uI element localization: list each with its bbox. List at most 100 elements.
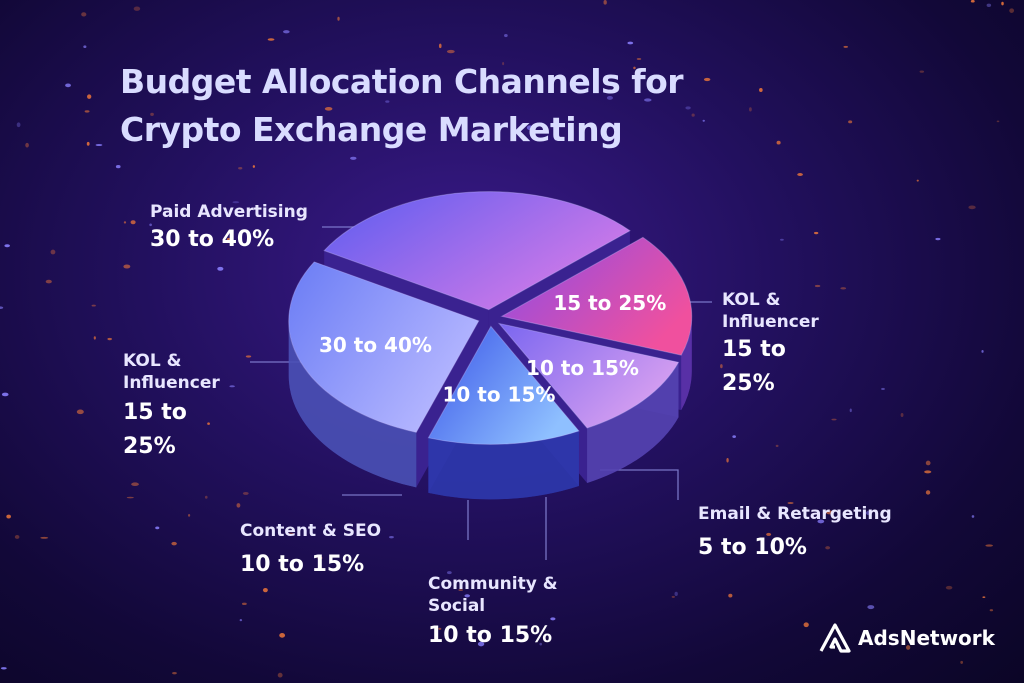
- spark: [502, 61, 505, 66]
- spark: [123, 221, 127, 224]
- leader-line-email: [600, 469, 679, 500]
- spark: [985, 544, 993, 547]
- spark: [603, 0, 607, 5]
- spark: [732, 435, 736, 438]
- spark: [155, 526, 160, 530]
- spark: [324, 107, 333, 111]
- spark: [691, 113, 695, 117]
- spark: [91, 304, 96, 307]
- spark: [996, 120, 1000, 123]
- spark: [150, 112, 154, 116]
- spark: [633, 66, 636, 70]
- spark: [317, 556, 323, 560]
- slice-outer-wall: [288, 320, 417, 488]
- slice-inner-label: 10 to 15%: [526, 356, 639, 380]
- spark: [797, 173, 803, 176]
- spark: [236, 503, 241, 508]
- spark: [916, 179, 919, 182]
- callout-kol-left: KOL & Influencer 15 to 25%: [123, 350, 243, 464]
- callout-kol-right: KOL & Influencer 15 to 25%: [722, 289, 842, 401]
- slice-top: [500, 236, 693, 356]
- slice-top: [427, 325, 580, 445]
- spark: [81, 12, 87, 17]
- spark: [217, 266, 224, 271]
- spark: [1001, 1, 1004, 6]
- spark: [171, 541, 177, 546]
- spark: [627, 41, 634, 45]
- spark: [840, 287, 847, 290]
- spark: [267, 38, 275, 41]
- spark: [232, 201, 240, 204]
- spark: [283, 30, 290, 34]
- brand-logo: AdsNetwork: [818, 621, 995, 655]
- spark: [84, 110, 90, 113]
- spark: [728, 593, 733, 598]
- spark: [0, 667, 7, 670]
- brand-name: AdsNetwork: [858, 626, 995, 650]
- spark: [504, 33, 508, 38]
- spark: [50, 249, 56, 255]
- spark: [685, 106, 691, 110]
- callout-email-retargeting: Email & Retargeting 5 to 10%: [698, 503, 892, 565]
- spark: [925, 490, 931, 495]
- slice-inner-label: 15 to 25%: [553, 291, 666, 315]
- callout-range: 5 to 10%: [698, 535, 807, 560]
- spark: [703, 77, 711, 82]
- spark: [968, 205, 976, 210]
- spark: [866, 510, 872, 516]
- callout-paid-advertising: Paid Advertising 30 to 40%: [150, 201, 308, 257]
- spark: [93, 336, 96, 340]
- spark: [188, 513, 191, 517]
- callout-range: 10 to 15%: [428, 623, 553, 648]
- spark: [971, 515, 975, 518]
- spark: [87, 94, 92, 99]
- spark: [749, 107, 752, 112]
- spark: [539, 642, 543, 646]
- slice-outer-wall: [428, 430, 579, 500]
- spark: [245, 355, 252, 358]
- callout-name: Paid Advertising: [150, 202, 308, 222]
- slice-outer-wall: [681, 316, 692, 411]
- spark: [242, 491, 249, 495]
- spark: [867, 605, 875, 610]
- spark: [766, 532, 772, 536]
- spark: [229, 385, 235, 388]
- spark: [337, 16, 340, 21]
- spark: [843, 45, 848, 48]
- spark: [86, 141, 90, 146]
- spark: [780, 238, 784, 241]
- spark: [226, 237, 231, 241]
- spark: [945, 585, 953, 590]
- spark: [14, 535, 20, 539]
- spark: [775, 444, 779, 448]
- spark: [126, 496, 134, 499]
- callout-name: Email & Retargeting: [698, 504, 892, 524]
- spark: [207, 422, 210, 425]
- spark: [644, 98, 652, 102]
- spark: [776, 140, 781, 145]
- spark: [252, 165, 256, 168]
- callout-range: 30 to 40%: [150, 227, 275, 252]
- pie-slice: [427, 325, 580, 500]
- spark: [131, 482, 139, 486]
- spark: [849, 408, 852, 413]
- spark: [925, 460, 931, 466]
- spark: [671, 595, 675, 598]
- spark: [40, 536, 49, 539]
- spark: [787, 501, 794, 504]
- slice-top: [497, 322, 680, 429]
- spark: [4, 244, 10, 248]
- slice-top: [323, 191, 631, 311]
- callout-name: KOL & Influencer: [123, 351, 220, 393]
- spark: [389, 536, 394, 539]
- spark: [6, 514, 12, 519]
- spark: [238, 167, 243, 170]
- spark: [458, 589, 464, 591]
- spark: [825, 510, 833, 515]
- spark: [848, 120, 853, 124]
- spark: [438, 627, 442, 630]
- slice-top: [288, 261, 480, 433]
- spark: [982, 596, 986, 598]
- spark: [107, 337, 112, 341]
